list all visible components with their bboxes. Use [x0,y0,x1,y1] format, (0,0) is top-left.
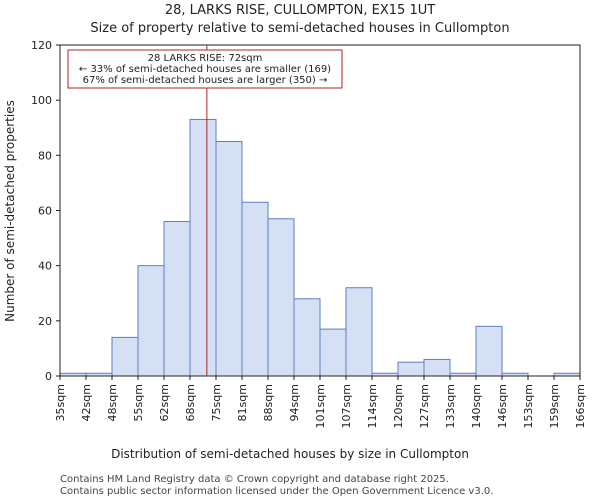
x-tick-label: 88sqm [262,384,275,421]
footer-line-1: Contains HM Land Registry data © Crown c… [60,474,449,485]
y-tick-label: 60 [38,205,52,218]
footer-line-2: Contains public sector information licen… [60,486,493,497]
bar-68sqm [189,118,217,377]
y-tick-label: 120 [31,39,52,52]
y-axis-label: Number of semi-detached properties [3,100,17,322]
x-tick-label: 62sqm [158,384,171,421]
x-tick-label: 146sqm [496,384,509,428]
bar-120sqm [397,361,425,377]
annotation-line-2: ← 33% of semi-detached houses are smalle… [79,64,331,75]
x-tick-label: 75sqm [210,384,223,421]
x-tick-label: 81sqm [236,384,249,421]
bar-48sqm [111,336,139,377]
x-tick-label: 140sqm [470,384,483,428]
x-tick-label: 55sqm [132,384,145,421]
annotation-line-3: 67% of semi-detached houses are larger (… [83,75,328,86]
x-tick-label: 120sqm [392,384,405,428]
chart-subtitle: Size of property relative to semi-detach… [90,21,509,36]
x-tick-label: 114sqm [366,384,379,428]
x-axis-label: Distribution of semi-detached houses by … [111,447,469,461]
bar-75sqm [215,141,243,377]
chart-title: 28, LARKS RISE, CULLOMPTON, EX15 1UT [165,3,435,18]
x-tick-label: 127sqm [418,384,431,428]
x-tick-label: 101sqm [314,384,327,428]
bar-94sqm [293,298,321,377]
annotation-box: 28 LARKS RISE: 72sqm ← 33% of semi-detac… [67,49,343,89]
x-axis-ticks: 35sqm 42sqm 48sqm 55sqm 62sqm 68sqm 75sqm 81sqm… [54,376,587,428]
x-tick-label: 166sqm [574,384,587,428]
y-tick-label: 100 [31,94,52,107]
annotation-border [67,49,343,89]
bar-55sqm [137,265,165,377]
bar-127sqm [423,358,451,377]
y-axis-ticks: 0 20 40 60 80 100 120 [31,39,60,383]
y-tick-label: 80 [38,149,52,162]
x-tick-label: 153sqm [522,384,535,428]
x-tick-label: 94sqm [288,384,301,421]
annotation-line-1: 28 LARKS RISE: 72sqm [148,53,263,64]
bar-62sqm [163,221,191,377]
x-tick-label: 42sqm [80,384,93,421]
bar-81sqm [241,201,269,377]
x-tick-label: 159sqm [548,384,561,428]
x-tick-label: 133sqm [444,384,457,428]
plot-frame [59,44,581,377]
bar-140sqm [475,325,503,377]
y-tick-label: 40 [38,260,52,273]
x-tick-label: 35sqm [54,384,67,421]
bar-107sqm [345,287,373,377]
y-tick-label: 0 [45,370,52,383]
x-tick-label: 48sqm [106,384,119,421]
y-tick-label: 20 [38,315,52,328]
x-tick-label: 68sqm [184,384,197,421]
bars-group [59,118,581,377]
x-tick-label: 107sqm [340,384,353,428]
bar-88sqm [267,218,295,377]
bar-101sqm [319,328,347,377]
